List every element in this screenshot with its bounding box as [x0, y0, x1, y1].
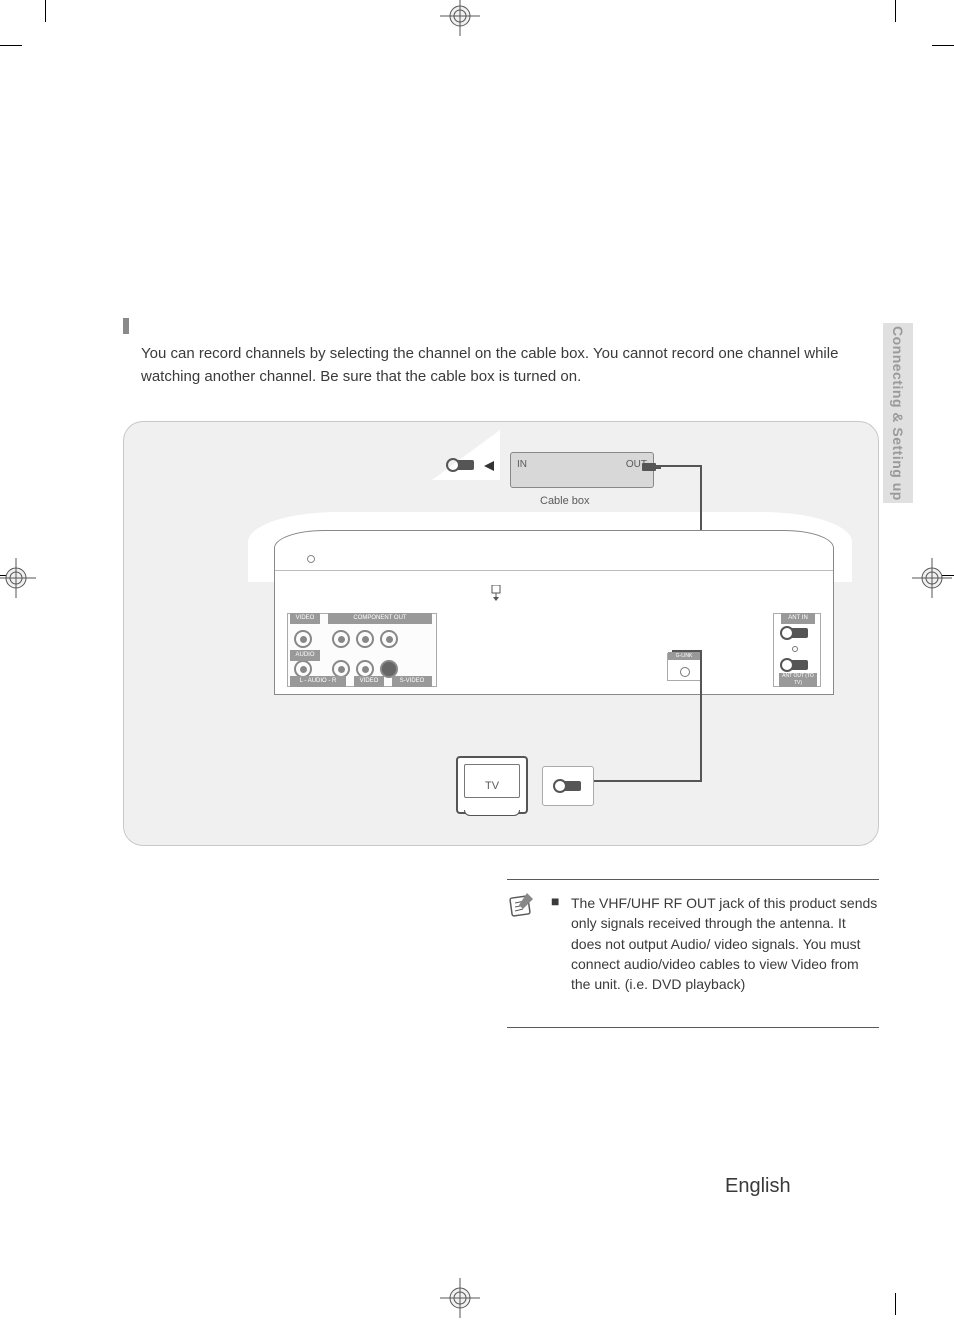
- cable-box-label: Cable box: [540, 495, 590, 507]
- ant-out-jack: [780, 658, 810, 672]
- crop-mark: [932, 45, 954, 46]
- registration-mark-bottom: [440, 1278, 480, 1318]
- registration-mark-top: [440, 0, 480, 36]
- fan-icon: [489, 585, 503, 601]
- crop-mark: [45, 0, 46, 22]
- component-label: COMPONENT OUT: [328, 613, 432, 624]
- glink-panel: G-LINK: [667, 653, 701, 681]
- wire: [672, 650, 702, 652]
- cable-box: IN OUT: [510, 452, 654, 488]
- ant-in-jack: [780, 626, 810, 640]
- page-content: Connecting & Setting up You can record c…: [45, 45, 909, 1270]
- heading-bar: [123, 318, 129, 334]
- video-jack: [294, 630, 312, 648]
- highlight-patch: [432, 430, 500, 480]
- connection-diagram: IN OUT Cable box VIDEO C: [123, 421, 879, 846]
- note-text: The VHF/UHF RF OUT jack of this product …: [571, 893, 879, 994]
- note-rule-bottom: [507, 1027, 879, 1028]
- note-bullet: ■: [551, 893, 559, 901]
- crop-mark: [895, 0, 896, 22]
- video-label: VIDEO: [290, 613, 320, 624]
- out-label: VIDEO: [354, 676, 384, 687]
- wire: [700, 650, 702, 782]
- crop-mark: [895, 1293, 896, 1315]
- arrow-icon: [484, 461, 494, 471]
- registration-mark-left: [0, 558, 36, 598]
- audio-label: AUDIO: [290, 650, 320, 661]
- recorder-top-edge: [275, 531, 833, 571]
- coax-connector: [446, 458, 476, 472]
- registration-mark-right: [912, 558, 952, 598]
- component-pb-jack: [356, 630, 374, 648]
- tv-base: [464, 810, 520, 816]
- lr-audio-label: L - AUDIO - R: [290, 676, 346, 687]
- coax-connector: [642, 460, 662, 478]
- glink-jack: [680, 667, 690, 677]
- page-language-footer: English: [725, 1175, 791, 1198]
- recorder-back-panel: VIDEO COMPONENT OUT AUDIO L -: [274, 530, 834, 695]
- crop-mark: [0, 45, 22, 46]
- cable-in-label: IN: [517, 459, 527, 470]
- component-pr-jack: [380, 630, 398, 648]
- note-rule-top: [507, 879, 879, 880]
- svideo-label: S-VIDEO: [392, 676, 432, 687]
- screw-icon: [307, 555, 315, 563]
- tv-antenna-input: [542, 766, 594, 806]
- ant-in-label: ANT IN: [781, 613, 815, 624]
- av-output-panel: VIDEO COMPONENT OUT AUDIO L -: [287, 613, 437, 687]
- section-tab-label: Connecting & Setting up: [890, 326, 906, 501]
- component-y-jack: [332, 630, 350, 648]
- wire: [660, 465, 702, 467]
- section-tab: Connecting & Setting up: [883, 323, 913, 503]
- wire: [590, 780, 702, 782]
- intro-paragraph: You can record channels by selecting the…: [141, 343, 841, 388]
- tv-device: TV: [456, 756, 528, 814]
- note-pencil-icon: [509, 891, 535, 917]
- screw-icon: [792, 646, 798, 652]
- tv-label: TV: [458, 780, 526, 792]
- rf-panel: ANT IN ANT OUT (TO TV): [773, 613, 821, 687]
- ant-out-label: ANT OUT (TO TV): [779, 673, 817, 687]
- glink-label: G-LINK: [668, 652, 700, 660]
